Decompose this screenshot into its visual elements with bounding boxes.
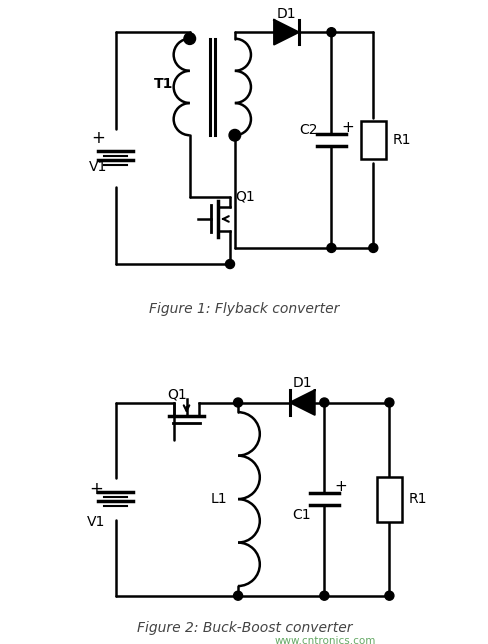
- Circle shape: [233, 398, 242, 407]
- Polygon shape: [274, 20, 298, 44]
- Circle shape: [384, 398, 393, 407]
- Text: Figure 2: Buck-Boost converter: Figure 2: Buck-Boost converter: [137, 621, 351, 635]
- Text: L1: L1: [210, 492, 226, 506]
- Text: www.cntronics.com: www.cntronics.com: [274, 636, 375, 644]
- Bar: [376, 477, 401, 522]
- Circle shape: [368, 243, 377, 252]
- Circle shape: [183, 33, 195, 44]
- Text: D1: D1: [276, 8, 296, 21]
- Text: V1: V1: [87, 515, 105, 529]
- Text: +: +: [89, 480, 103, 498]
- Text: Q1: Q1: [167, 388, 186, 401]
- Text: +: +: [333, 478, 346, 494]
- Text: D1: D1: [292, 376, 312, 390]
- Circle shape: [384, 591, 393, 600]
- Text: C2: C2: [299, 124, 318, 137]
- Text: Q1: Q1: [234, 189, 254, 204]
- Circle shape: [228, 129, 240, 141]
- Text: Figure 1: Flyback converter: Figure 1: Flyback converter: [149, 302, 339, 316]
- Circle shape: [233, 591, 242, 600]
- Circle shape: [319, 591, 328, 600]
- Bar: [360, 121, 385, 160]
- Circle shape: [326, 243, 335, 252]
- Circle shape: [225, 260, 234, 269]
- Circle shape: [319, 398, 328, 407]
- Circle shape: [326, 28, 335, 37]
- Text: C1: C1: [292, 508, 310, 522]
- Text: +: +: [341, 120, 353, 135]
- Text: T1: T1: [154, 77, 173, 91]
- Text: V1: V1: [89, 160, 107, 175]
- Text: +: +: [91, 129, 105, 147]
- Text: R1: R1: [408, 492, 427, 506]
- Polygon shape: [290, 390, 314, 415]
- Text: R1: R1: [392, 133, 410, 147]
